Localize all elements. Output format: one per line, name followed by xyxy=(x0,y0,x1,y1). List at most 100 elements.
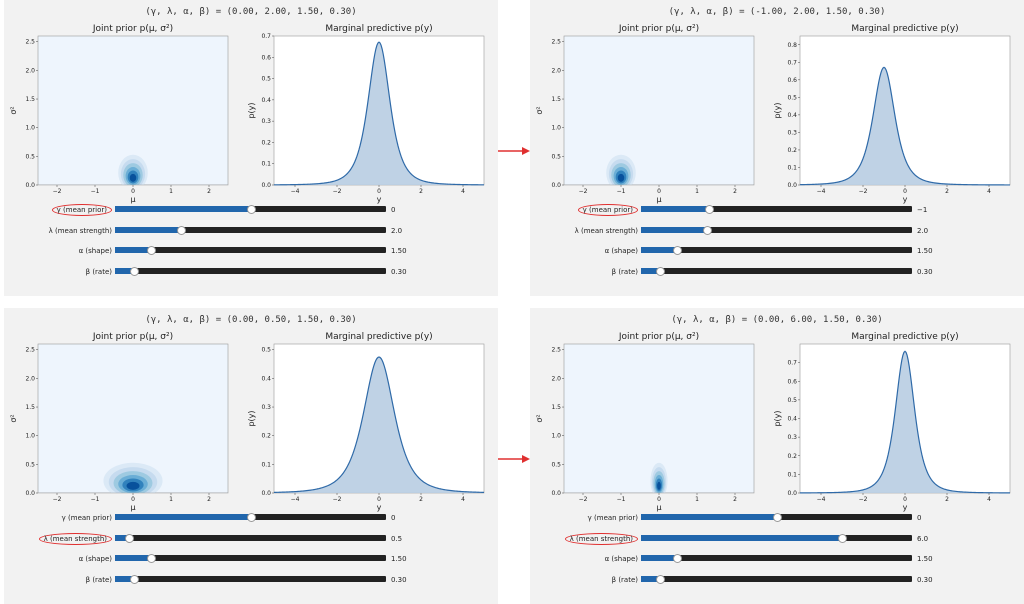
marg-y-tick-label: 0.1 xyxy=(787,471,797,478)
slider-handle[interactable] xyxy=(146,246,156,255)
slider-alpha[interactable] xyxy=(641,246,912,255)
slider-handle[interactable] xyxy=(672,554,682,563)
slider-handle[interactable] xyxy=(130,574,140,584)
slider-value-beta: 0.30 xyxy=(917,267,933,276)
slider-beta[interactable] xyxy=(115,574,386,584)
slider-label-text: α (shape) xyxy=(604,247,638,255)
slider-handle[interactable] xyxy=(773,513,782,522)
joint-y-label: σ² xyxy=(535,414,544,422)
marg-y-tick-label: 0.5 xyxy=(261,347,271,354)
joint-prior-title: Joint prior p(μ, σ²) xyxy=(92,332,174,342)
joint-y-tick-label: 0.0 xyxy=(25,182,35,189)
joint-x-tick-label: −1 xyxy=(91,188,100,195)
marginal-plot: −4 −2 0 2 4 0.0 0.1 0.2 0.3 0.4 0.5 y p(y) xyxy=(247,343,485,512)
marg-y-tick-label: 0.0 xyxy=(261,182,271,189)
density-contour-6 xyxy=(657,481,661,490)
slider-label-text: β (rate) xyxy=(611,267,638,276)
marg-x-label: y xyxy=(377,503,382,512)
slider-row-gamma: γ (mean prior) 0 xyxy=(530,511,1024,525)
marg-x-tick-label: 2 xyxy=(419,496,423,503)
slider-fill xyxy=(115,514,251,520)
marg-y-tick-label: 0.0 xyxy=(787,182,797,189)
slider-fill xyxy=(641,247,677,253)
arrow-icon xyxy=(498,147,530,155)
joint-x-tick-label: 2 xyxy=(207,188,211,195)
slider-label-beta: β (rate) xyxy=(530,576,638,584)
slider-handle[interactable] xyxy=(247,205,256,214)
marg-x-tick-label: 4 xyxy=(461,496,465,503)
marg-x-tick-label: −2 xyxy=(333,188,342,195)
slider-value-beta: 0.30 xyxy=(917,575,933,584)
slider-fill xyxy=(641,226,707,233)
marg-y-tick-label: 0.2 xyxy=(787,147,797,154)
marg-x-tick-label: 0 xyxy=(377,496,381,503)
slider-value-alpha: 1.50 xyxy=(391,247,407,255)
slider-gamma[interactable] xyxy=(641,513,912,522)
slider-handle[interactable] xyxy=(838,533,848,543)
slider-lambda[interactable] xyxy=(641,533,912,543)
marginal-title: Marginal predictive p(y) xyxy=(851,24,959,34)
joint-y-tick-label: 2.5 xyxy=(551,39,561,46)
panel-title: (γ, λ, α, β) = (0.00, 0.50, 1.50, 0.30) xyxy=(145,315,357,325)
joint-prior-plot: −2 −1 0 1 2 0.0 0.5 1.0 1.5 2.0 2.5 μ σ² xyxy=(535,35,755,205)
slider-handle[interactable] xyxy=(672,246,682,255)
marg-y-tick-label: 0.4 xyxy=(261,375,271,382)
slider-lambda[interactable] xyxy=(641,225,912,235)
slider-label-text: γ (mean prior) xyxy=(61,514,112,522)
slider-beta[interactable] xyxy=(115,266,386,276)
marg-y-label: p(y) xyxy=(773,102,782,118)
slider-handle[interactable] xyxy=(705,205,715,214)
slider-gamma[interactable] xyxy=(641,205,912,214)
joint-x-label: μ xyxy=(656,195,661,204)
joint-x-tick-label: −2 xyxy=(579,496,588,503)
slider-gamma[interactable] xyxy=(115,513,386,522)
joint-x-label: μ xyxy=(130,503,135,512)
joint-x-tick-label: 2 xyxy=(207,496,211,503)
slider-label-text: λ (mean strength) xyxy=(48,226,112,235)
marg-y-tick-label: 0.5 xyxy=(787,397,797,404)
joint-y-tick-label: 2.0 xyxy=(25,375,35,382)
slider-handle[interactable] xyxy=(146,554,156,563)
panel-4: (γ, λ, α, β) = (0.00, 6.00, 1.50, 0.30) J… xyxy=(530,308,1024,604)
slider-handle[interactable] xyxy=(702,225,712,235)
marg-y-tick-label: 0.8 xyxy=(787,42,797,49)
slider-fill xyxy=(641,575,660,582)
slider-handle[interactable] xyxy=(656,574,666,584)
slider-alpha[interactable] xyxy=(641,554,912,563)
slider-beta[interactable] xyxy=(641,574,912,584)
slider-handle[interactable] xyxy=(176,225,186,235)
panel-title: (γ, λ, α, β) = (-1.00, 2.00, 1.50, 0.30) xyxy=(668,7,886,17)
joint-y-label: σ² xyxy=(535,106,544,114)
slider-beta[interactable] xyxy=(641,266,912,276)
slider-label-text: β (rate) xyxy=(611,575,638,584)
slider-handle[interactable] xyxy=(656,266,666,276)
slider-handle[interactable] xyxy=(130,266,140,276)
slider-gamma[interactable] xyxy=(115,205,386,214)
slider-handle[interactable] xyxy=(125,533,135,543)
slider-label-gamma: γ (mean prior) xyxy=(4,204,112,216)
slider-lambda[interactable] xyxy=(115,533,386,543)
transition-arrow xyxy=(497,142,531,155)
slider-value-gamma: 0 xyxy=(917,514,922,522)
joint-x-tick-label: 1 xyxy=(695,188,699,195)
marg-x-label: y xyxy=(903,195,908,204)
slider-fill xyxy=(641,267,660,274)
slider-row-beta: β (rate) 0.30 xyxy=(530,573,1024,587)
marg-y-tick-label: 0.0 xyxy=(261,490,271,497)
joint-y-tick-label: 1.0 xyxy=(551,125,561,132)
slider-lambda[interactable] xyxy=(115,225,386,235)
slider-alpha[interactable] xyxy=(115,246,386,255)
marg-y-tick-label: 0.2 xyxy=(261,139,271,146)
joint-y-tick-label: 1.5 xyxy=(25,404,35,411)
slider-label-gamma: γ (mean prior) xyxy=(530,204,638,216)
slider-fill xyxy=(115,247,151,253)
slider-label-alpha: α (shape) xyxy=(4,247,112,255)
density-contour-6 xyxy=(129,173,137,182)
slider-handle[interactable] xyxy=(247,513,256,522)
joint-prior-svg: −2 −1 0 1 2 0.0 0.5 1.0 1.5 2.0 2.5 μ σ² xyxy=(9,35,229,205)
marg-y-tick-label: 0.3 xyxy=(261,118,271,125)
slider-label-lambda: λ (mean strength) xyxy=(530,227,638,235)
marg-y-tick-label: 0.4 xyxy=(261,97,271,104)
slider-alpha[interactable] xyxy=(115,554,386,563)
joint-prior-title: Joint prior p(μ, σ²) xyxy=(92,24,174,34)
